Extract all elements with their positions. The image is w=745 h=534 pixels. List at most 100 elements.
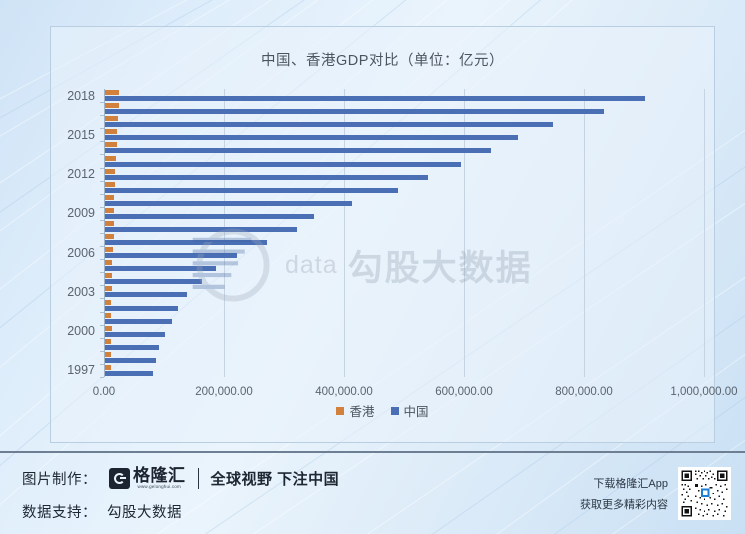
bar-hk[interactable] — [105, 168, 116, 174]
legend-item-hk[interactable]: 香港 — [336, 401, 375, 420]
y-axis-tick-label: 2015 — [67, 127, 95, 142]
bar-cn[interactable] — [105, 305, 179, 311]
bar-hk[interactable] — [105, 207, 114, 213]
bar-hk[interactable] — [105, 351, 112, 357]
y-axis-tick — [100, 141, 104, 143]
x-axis-tick-label: 400,000.00 — [315, 386, 373, 398]
legend-swatch-cn — [390, 406, 399, 415]
y-axis-tick — [100, 167, 104, 169]
bar-cn[interactable] — [105, 292, 188, 298]
bar-cn[interactable] — [105, 135, 519, 141]
bar-cn[interactable] — [105, 253, 237, 259]
y-axis-tick — [100, 219, 104, 221]
bar-hk[interactable] — [105, 247, 113, 253]
bar-cn[interactable] — [105, 357, 157, 363]
bar-hk[interactable] — [105, 338, 112, 344]
y-axis-tick-label: 2003 — [67, 284, 95, 299]
bar-hk[interactable] — [105, 142, 117, 148]
x-axis-tick-label: 1,000,000.00 — [670, 386, 738, 398]
y-axis-tick — [100, 233, 104, 234]
bar-cn[interactable] — [105, 187, 398, 193]
app-promo-line1: 下载格隆汇App — [593, 478, 668, 490]
bar-cn[interactable] — [105, 226, 297, 232]
y-axis-tick-label: 2000 — [67, 324, 95, 339]
y-axis-tick — [100, 324, 104, 326]
footer-divider — [197, 467, 199, 489]
bar-cn[interactable] — [105, 148, 492, 154]
plot-area: 0.00 200,000.00 400,000.00 600,000.00 800,00… — [67, 89, 737, 398]
y-axis-tick — [100, 377, 104, 378]
x-axis-tick-label: 0.00 — [92, 386, 116, 398]
app-promo-line2: 获取更多精彩内容 — [580, 499, 668, 511]
y-axis-tick — [100, 311, 104, 313]
footer-credit-row: 图片制作： 格隆汇 www.gelonghui.com 全球视野 下注中国 — [22, 467, 339, 489]
legend-item-cn[interactable]: 中国 — [390, 401, 429, 420]
gridline — [224, 89, 225, 377]
x-axis-tick-label: 600,000.00 — [435, 386, 493, 398]
footer-app-promo: 下载格隆汇App 获取更多精彩内容 — [580, 467, 731, 520]
bar-hk[interactable] — [105, 325, 112, 331]
bar-cn[interactable] — [105, 279, 203, 285]
bar-cn[interactable] — [105, 200, 353, 206]
footer-slogan: 全球视野 下注中国 — [210, 470, 340, 488]
chart-legend: 香港 中国 — [51, 401, 714, 420]
data-support-label: 数据支持： — [22, 505, 97, 521]
y-axis-tick — [100, 180, 104, 182]
y-axis-tick-label: 2009 — [67, 206, 95, 221]
bar-hk[interactable] — [105, 129, 118, 135]
y-axis-tick — [100, 193, 104, 195]
bar-hk[interactable] — [105, 116, 118, 122]
bar-cn[interactable] — [105, 266, 216, 272]
bar-hk[interactable] — [105, 194, 115, 200]
bar-hk[interactable] — [105, 312, 112, 318]
gelonghui-logo: 格隆汇 www.gelonghui.com — [109, 467, 186, 489]
bar-hk[interactable] — [105, 90, 120, 96]
bar-hk[interactable] — [105, 260, 113, 266]
bar-hk[interactable] — [105, 234, 114, 240]
bar-hk[interactable] — [105, 181, 115, 187]
bar-hk[interactable] — [105, 273, 112, 279]
bar-hk[interactable] — [105, 364, 112, 370]
gridline — [344, 89, 345, 377]
bar-hk[interactable] — [105, 299, 112, 305]
y-axis-tick — [100, 259, 104, 261]
y-axis-tick — [100, 246, 104, 248]
legend-swatch-hk — [336, 406, 345, 415]
qr-code-icon[interactable] — [678, 467, 731, 520]
legend-label-hk: 香港 — [349, 405, 375, 419]
gridline — [584, 89, 585, 377]
bar-hk[interactable] — [105, 103, 119, 109]
bar-cn[interactable] — [105, 213, 315, 219]
legend-label-cn: 中国 — [403, 405, 429, 419]
y-axis-tick — [100, 285, 104, 287]
y-axis-tick — [100, 128, 104, 130]
bar-cn[interactable] — [105, 318, 172, 324]
footer: 图片制作： 格隆汇 www.gelonghui.com 全球视野 下注中国 数据… — [0, 451, 745, 534]
y-axis-tick-label: 2006 — [67, 245, 95, 260]
y-axis-tick — [100, 115, 104, 117]
bar-hk[interactable] — [105, 220, 114, 226]
bar-cn[interactable] — [105, 109, 605, 115]
bar-cn[interactable] — [105, 370, 153, 376]
gelonghui-brand-name: 格隆汇 — [133, 466, 186, 485]
footer-data-row: 数据支持： 勾股大数据 — [22, 501, 182, 522]
bar-cn[interactable] — [105, 96, 646, 102]
bar-hk[interactable] — [105, 286, 112, 292]
chart-title: 中国、香港GDP对比（单位：亿元） — [261, 53, 504, 69]
bar-cn[interactable] — [105, 240, 268, 246]
bar-cn[interactable] — [105, 331, 166, 337]
y-axis-tick — [100, 272, 104, 274]
bar-hk[interactable] — [105, 155, 117, 161]
bar-cn[interactable] — [105, 174, 429, 180]
y-axis-tick — [100, 337, 104, 339]
y-axis-tick — [100, 154, 104, 156]
y-axis-tick-label: 1997 — [67, 363, 95, 378]
bar-cn[interactable] — [105, 344, 160, 350]
data-support-value: 勾股大数据 — [107, 505, 182, 521]
bar-cn[interactable] — [105, 161, 461, 167]
bar-cn[interactable] — [105, 122, 553, 128]
gridline — [704, 89, 705, 377]
gridline — [464, 89, 465, 377]
y-axis-tick-label: 2018 — [67, 88, 95, 103]
